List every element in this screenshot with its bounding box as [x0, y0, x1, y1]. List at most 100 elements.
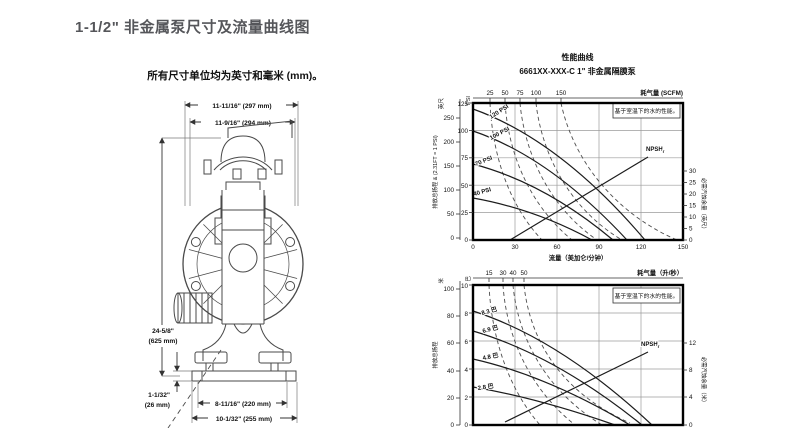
dim-width-outer-label: 11-11/16" (297 mm) [212, 103, 271, 110]
dim-base-outer: 10-1/32" (255 mm) [191, 412, 298, 423]
svg-text:15: 15 [689, 203, 697, 210]
svg-text:40: 40 [447, 368, 455, 375]
page-title: 1-1/2" 非金属泵尺寸及流量曲线图 [75, 19, 310, 36]
svg-text:100: 100 [457, 128, 468, 135]
svg-text:20: 20 [447, 395, 455, 402]
left-axes: 英尺 PSI 250 200 150 100 50 0 125 100 75 5… [431, 96, 473, 244]
svg-text:75: 75 [461, 155, 469, 162]
curve-label-4-8bar: 4.8 巴 [482, 351, 499, 362]
svg-text:0: 0 [464, 237, 468, 244]
bottom-axis: 0 30 60 90 120 150 流量（美加仑/分钟） [471, 244, 689, 262]
curve-label-100psi: 100 PSI [489, 126, 511, 141]
dim-width-outer: 11-11/16" (297 mm) [184, 99, 299, 110]
svg-text:50: 50 [461, 183, 469, 190]
svg-text:8: 8 [689, 367, 693, 374]
left-axis-label: 排放总扬程 & (2.31FT = 1 PSI) [431, 135, 439, 209]
curve-label-8-3bar: 8.3 巴 [480, 305, 498, 317]
svg-text:25: 25 [461, 210, 469, 217]
pump-outline [167, 120, 304, 428]
svg-text:250: 250 [443, 115, 454, 122]
svg-text:120: 120 [636, 244, 647, 251]
right-axis-label: 必需汽蚀余量（米） [700, 357, 708, 406]
performance-chart-us-units: 120 PSI 100 PSI 70 PSI 40 PSI NPSHr 基于室温… [431, 88, 708, 262]
svg-text:10: 10 [461, 283, 469, 290]
chart-title: 性能曲线 [561, 53, 594, 62]
curve-label-120psi: 120 PSI [489, 104, 510, 121]
npsh-label: NPSHr [641, 342, 660, 349]
curve-label-40psi: 40 PSI [473, 187, 492, 198]
npsh-label: NPSHr [646, 147, 665, 154]
svg-text:15: 15 [485, 270, 493, 277]
dim-base-inner-label: 8-11/16" (220 mm) [215, 401, 271, 408]
svg-text:4: 4 [689, 394, 693, 401]
svg-text:4: 4 [464, 367, 468, 374]
svg-text:150: 150 [556, 90, 567, 97]
left-m-header: 米 [437, 278, 445, 284]
svg-text:0: 0 [450, 422, 454, 428]
dim-plate: 1-1/32" (26 mm) [145, 352, 180, 409]
right-axis: 30 25 20 15 10 5 0 必需汽蚀余量（英尺） [683, 168, 708, 244]
svg-text:25: 25 [689, 180, 697, 187]
rim-bolts [190, 237, 296, 291]
muffler [173, 292, 213, 324]
units-note: 所有尺寸单位均为英寸和毫米 (mm)。 [147, 70, 323, 82]
left-psi-header: PSI [466, 96, 472, 105]
svg-text:0: 0 [689, 237, 693, 244]
plot-border [471, 283, 685, 427]
right-axis: 12 8 4 0 必需汽蚀余量（米） [683, 340, 708, 428]
svg-text:2: 2 [464, 395, 468, 402]
svg-text:125: 125 [457, 101, 468, 108]
note-box: 基于室温下的水的性能。 [612, 102, 681, 119]
svg-text:80: 80 [447, 313, 455, 320]
dim-height-in: 24-5/8" [152, 328, 174, 335]
svg-text:0: 0 [471, 244, 475, 251]
svg-text:6: 6 [464, 339, 468, 346]
right-axis-label: 必需汽蚀余量（英尺） [700, 178, 708, 232]
svg-text:50: 50 [447, 211, 455, 218]
curve-label-6-9bar: 6.9 巴 [482, 323, 499, 335]
dim-base-outer-label: 10-1/32" (255 mm) [216, 416, 272, 423]
dim-plate-in: 1-1/32" [148, 392, 170, 399]
svg-text:0: 0 [464, 422, 468, 428]
pump-dimension-drawing: 11-11/16" (297 mm) 11-9/16" (294 mm) 24-… [142, 99, 304, 428]
svg-text:60: 60 [553, 244, 561, 251]
dim-height: 24-5/8" (625 mm) [142, 137, 184, 377]
plot-border [471, 101, 685, 242]
svg-text:25: 25 [486, 90, 494, 97]
svg-text:基于室温下的水的性能。: 基于室温下的水的性能。 [615, 107, 679, 115]
npsh-line [504, 351, 649, 423]
x-axis-label: 流量（美加仑/分钟） [549, 253, 607, 262]
svg-text:基于室温下的水的性能。: 基于室温下的水的性能。 [615, 292, 679, 300]
svg-text:5: 5 [689, 226, 693, 233]
svg-text:100: 100 [443, 187, 454, 194]
dim-base-inner: 8-11/16" (220 mm) [197, 397, 288, 408]
svg-text:75: 75 [516, 90, 524, 97]
svg-text:200: 200 [443, 139, 454, 146]
top-axis: 25 50 75 100 150 耗气量 (SCFM) [473, 88, 683, 102]
svg-text:100: 100 [443, 286, 454, 293]
svg-text:0: 0 [689, 422, 693, 428]
left-axes: 米 巴 100 80 60 40 20 0 10 8 6 4 2 0 排放总扬程 [431, 276, 473, 428]
air-consumption-curves [489, 102, 678, 241]
dim-height-mm: (625 mm) [149, 338, 178, 345]
dim-width-inner: 11-9/16" (294 mm) [189, 116, 296, 127]
svg-text:100: 100 [531, 90, 542, 97]
svg-text:50: 50 [520, 270, 528, 277]
gridlines [473, 285, 683, 425]
air-consumption-curves [488, 284, 631, 426]
svg-text:0: 0 [450, 235, 454, 242]
svg-text:90: 90 [595, 244, 603, 251]
chart-subtitle: 6661XX-XXX-C 1" 非金属隔膜泵 [519, 67, 636, 76]
left-axis-label: 排放总扬程 [431, 341, 439, 369]
dim-width-inner-label: 11-9/16" (294 mm) [215, 120, 271, 127]
note-box: 基于室温下的水的性能。 [612, 287, 681, 304]
pressure-curves [472, 310, 653, 426]
svg-text:50: 50 [501, 90, 509, 97]
svg-text:30: 30 [499, 270, 507, 277]
top-axis-label: 耗气量 (SCFM) [640, 88, 683, 97]
svg-text:150: 150 [678, 244, 689, 251]
left-bar-header: 巴 [465, 276, 472, 282]
svg-text:40: 40 [509, 270, 517, 277]
svg-text:30: 30 [689, 168, 697, 175]
